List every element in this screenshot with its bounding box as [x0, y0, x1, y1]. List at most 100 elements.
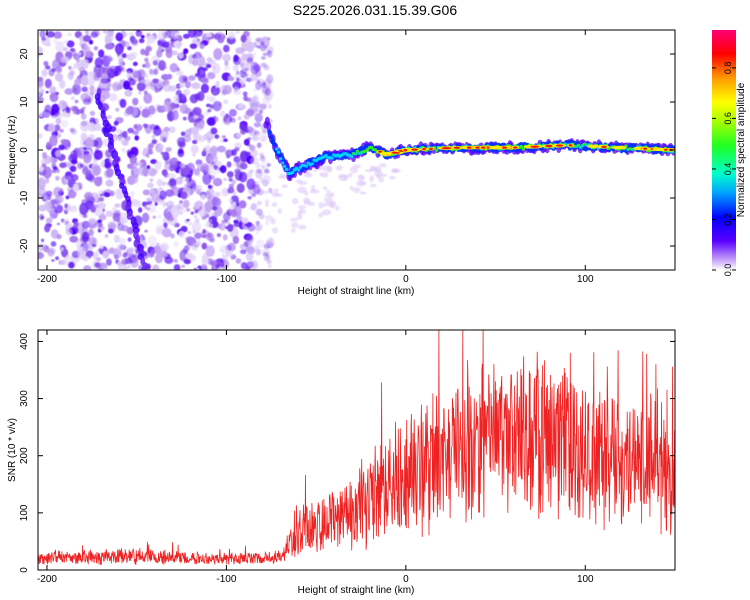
spectrogram-noise-blob [71, 250, 80, 259]
spectrogram-noise-blob [195, 184, 203, 194]
spectrogram-noise-blob [89, 110, 96, 116]
spectrogram-noise-blob [198, 73, 203, 79]
spectrogram-noise-blob [141, 212, 150, 223]
spectrogram-noise-blob [162, 30, 170, 39]
spectrogram-noise-blob [94, 262, 101, 268]
spectrogram-noise-blob [178, 230, 185, 238]
signal-core-inner [282, 164, 287, 168]
spectrogram-noise-blob [69, 235, 79, 243]
spectrogram-noise-blob [92, 164, 102, 176]
spectrogram-faint-blob [310, 184, 316, 192]
spectrogram-faint-blob [359, 191, 367, 195]
spectrogram-noise-blob [233, 86, 239, 93]
spectrogram-noise-blob [156, 242, 160, 246]
spectrogram-noise-blob [132, 97, 139, 106]
snr-series-line [38, 330, 675, 566]
spectrogram-signal-trace [263, 116, 675, 182]
spectrogram-noise-blob [60, 259, 66, 266]
spectrogram-noise-blob [232, 120, 236, 123]
spectrogram-noise-blob [38, 166, 45, 172]
spectrogram-noise-blob [180, 191, 188, 200]
spectrogram-noise-blob [93, 46, 99, 51]
spectrogram-noise-blob [193, 214, 198, 219]
spectrogram-noise-blob [207, 71, 216, 80]
spectrogram-noise-blob [194, 232, 202, 239]
spectrogram-noise-blob [179, 83, 185, 88]
spectrogram-noise-blob [214, 191, 221, 197]
spectrogram-noise-blob [189, 111, 193, 117]
spectrogram-noise-blob [255, 170, 263, 179]
spectrogram-noise-blob [79, 108, 85, 114]
spectrogram-noise-blob [255, 239, 265, 249]
spectrogram-faint-blob [349, 166, 359, 174]
spectrogram-noise-blob [191, 221, 202, 233]
spectrogram-noise-blob [169, 157, 179, 169]
signal-hotspot-red [422, 147, 427, 151]
spectrogram-noise-blob [201, 257, 209, 265]
spectrogram-noise-blob [183, 89, 191, 96]
spectrogram-noise-blob [257, 130, 267, 142]
spectrogram-faint-blob [271, 202, 278, 208]
spectrogram-noise-blob [40, 238, 45, 243]
spectrogram-noise-blob [245, 73, 249, 77]
spectrogram-noise-blob [144, 205, 148, 210]
spectrogram-noise-blob [144, 49, 150, 57]
spectrogram-noise-blob [152, 264, 160, 270]
spectrogram-noise-blob [179, 249, 189, 262]
spectrogram-noise-blob [233, 205, 242, 217]
spectrogram-noise-blob [220, 110, 226, 117]
spectrogram-noise-blob [222, 138, 228, 142]
spectrogram-noise-blob [194, 209, 199, 214]
signal-core-blue [272, 141, 277, 147]
spectrogram-noise-blob [99, 245, 104, 249]
spectrogram-noise-blob [212, 65, 217, 70]
spectrogram-noise-blob [150, 188, 159, 198]
signal-core-inner [330, 156, 334, 160]
spectrogram-noise-blob [177, 71, 183, 76]
spectrogram-noise-blob [80, 120, 90, 132]
spectrogram-noise-blob [147, 169, 151, 174]
spectrogram-noise-blob [59, 162, 67, 169]
spectrogram-noise-blob [242, 91, 248, 97]
spectrogram-noise-blob [213, 48, 223, 61]
spectrogram-noise-blob [232, 235, 240, 245]
spectrogram-faint-blob [297, 205, 307, 210]
spectrogram-noise-blob [45, 190, 53, 197]
spectrogram-noise-blob [42, 69, 48, 76]
spectrogram-noise-blob [94, 122, 102, 132]
spectrogram-noise-blob [134, 135, 140, 141]
snr-x-tick-label: 0 [403, 574, 409, 585]
spectrogram-faint-blob [374, 170, 383, 178]
spectrogram-noise-blob [214, 160, 223, 167]
spectrogram-noise-blob [238, 171, 248, 183]
spectrogram-noise-blob [60, 139, 66, 143]
spectrogram-noise-blob [80, 75, 89, 86]
spectrogram-noise-blob [147, 148, 153, 155]
spectrogram-noise-blob [82, 106, 86, 110]
spectrogram-noise-blob [161, 169, 168, 176]
spectrogram-noise-blob [207, 108, 212, 113]
spectrogram-noise-blob [182, 33, 190, 39]
spectrogram-noise-blob [129, 190, 135, 198]
spectrogram-noise-blob [43, 245, 50, 253]
spectrogram-noise-blob [69, 165, 77, 172]
spectrogram-noise-blob [148, 252, 155, 258]
spectrogram-noise-blob [191, 126, 200, 136]
signal-hotspot-red [428, 147, 433, 151]
spectrogram-noise-blob [38, 88, 43, 97]
snr-x-tick-label: 100 [577, 574, 594, 585]
spectrogram-noise-blob [226, 223, 234, 232]
spectrogram-noise-blob [218, 266, 223, 270]
spectrogram-faint-blob [388, 175, 396, 180]
spectrogram-noise-blob [158, 60, 167, 71]
spectrogram-noise-blob [113, 120, 119, 126]
spectrogram-noise-blob [123, 252, 128, 256]
spectrogram-noise-blob [237, 116, 242, 121]
spectrogram-noise-blob [180, 131, 186, 137]
spectrogram-noise-blob [126, 71, 133, 79]
spectrogram-noise-blob [100, 78, 109, 84]
spectrogram-noise-blob [125, 33, 129, 37]
spectrogram-noise-blob [41, 163, 47, 168]
signal-core-inner [280, 161, 285, 165]
spectrogram-noise-blob [59, 247, 65, 252]
